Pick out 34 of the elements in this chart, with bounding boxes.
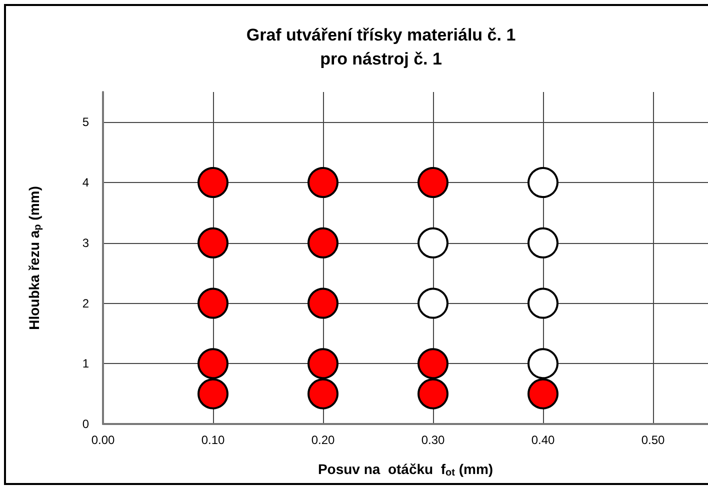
y-tick-label: 2 xyxy=(82,296,90,310)
point xyxy=(198,167,228,198)
point xyxy=(308,167,338,198)
point xyxy=(198,348,228,380)
point xyxy=(198,227,228,258)
point xyxy=(308,348,338,380)
y-tick-label: 4 xyxy=(82,176,90,190)
x-tick-label: 0.50 xyxy=(641,433,665,447)
point xyxy=(528,227,558,258)
y-axis-title: Hloubka řezu ap (mm) xyxy=(26,186,44,330)
point xyxy=(528,348,558,380)
point xyxy=(308,288,338,319)
y-tick-label: 0 xyxy=(82,417,90,431)
y-tick-label: 1 xyxy=(82,356,90,371)
x-tick-label: 0.20 xyxy=(311,433,335,447)
chart-title: Graf utváření třísky materiálu č. 1 pro nástroj č. 1 xyxy=(246,26,516,68)
point xyxy=(418,378,448,410)
point xyxy=(528,288,558,319)
point xyxy=(418,288,448,319)
y-tick-label: 5 xyxy=(82,115,90,130)
point xyxy=(418,227,448,258)
x-tick-label: 0.00 xyxy=(91,433,115,447)
point xyxy=(418,348,448,380)
y-tick-label: 3 xyxy=(82,236,90,250)
point xyxy=(528,378,558,410)
x-tick-label: 0.10 xyxy=(201,433,225,447)
point xyxy=(528,167,558,198)
point xyxy=(308,227,338,258)
point xyxy=(418,167,448,198)
point xyxy=(308,378,338,410)
x-tick-label: 0.40 xyxy=(531,433,555,447)
x-tick-label: 0.30 xyxy=(421,433,445,447)
point xyxy=(198,378,228,410)
point xyxy=(198,288,228,319)
